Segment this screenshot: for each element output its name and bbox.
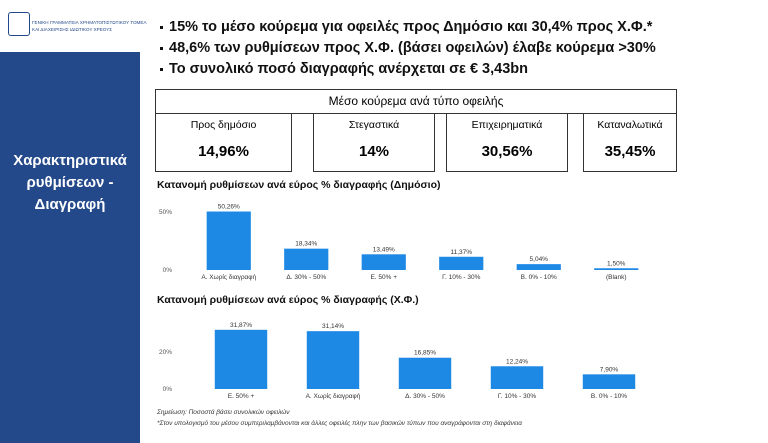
bar bbox=[439, 256, 484, 270]
card-name: Καταναλωτικά bbox=[597, 119, 663, 131]
value-label: 13,49% bbox=[373, 246, 395, 253]
x-tick-label: Β. 0% - 10% bbox=[521, 274, 557, 281]
bar bbox=[398, 357, 452, 389]
bullet: Το συνολικό ποσό διαγραφής ανέρχεται σε … bbox=[160, 61, 528, 77]
value-label: 31,14% bbox=[322, 323, 344, 330]
bar bbox=[594, 268, 639, 270]
side-title-line: Διαγραφή bbox=[34, 196, 106, 213]
side-title-line: ρυθμίσεων - bbox=[26, 174, 114, 191]
value-label: 7,90% bbox=[600, 366, 619, 373]
note: Σημείωση: Ποσοστά βάσει συνολικών οφειλώ… bbox=[157, 409, 290, 416]
note: *Στον υπολογισμό του μέσου συμπεριλαμβάν… bbox=[157, 420, 522, 427]
x-tick-label: Γ. 10% - 30% bbox=[442, 274, 480, 281]
side-title-line: Χαρακτηριστικά bbox=[13, 152, 127, 169]
card-name: Προς δημόσιο bbox=[190, 119, 257, 131]
logo-icon bbox=[8, 12, 30, 36]
card-value: 14% bbox=[358, 143, 390, 160]
logo: ΓΕΝΙΚΗ ΓΡΑΜΜΑΤΕΙΑ ΧΡΗΜΑΤΟΠΙΣΤΩΤΙΚΟΥ ΤΟΜΕ… bbox=[0, 0, 147, 52]
bullet: 48,6% των ρυθμίσεων προς Χ.Φ. (βάσει οφε… bbox=[160, 40, 656, 56]
bar bbox=[214, 329, 268, 389]
x-tick-label: Ε. 50% + bbox=[228, 393, 255, 400]
card-name: Επιχειρηματικά bbox=[471, 119, 543, 131]
value-label: 11,37% bbox=[450, 249, 472, 256]
value-label: 1,50% bbox=[607, 260, 626, 267]
value-label: 5,04% bbox=[530, 256, 549, 263]
x-tick-label: Α. Χωρίς διαγραφή bbox=[306, 392, 361, 400]
chart-title: Κατανομή ρυθμίσεων ανά εύρος % διαγραφής… bbox=[157, 294, 419, 306]
summary-card: Προς δημόσιο 14,96% bbox=[155, 113, 292, 172]
value-label: 16,85% bbox=[414, 350, 436, 357]
chart-title: Κατανομή ρυθμίσεων ανά εύρος % διαγραφής… bbox=[157, 179, 441, 191]
value-label: 31,87% bbox=[230, 322, 252, 329]
summary-card: Επιχειρηματικά 30,56% bbox=[446, 113, 568, 172]
bullet: 15% το μέσο κούρεμα για οφειλές προς Δημ… bbox=[160, 19, 652, 35]
x-tick-label: Β. 0% - 10% bbox=[591, 393, 627, 400]
x-tick-label: Γ. 10% - 30% bbox=[498, 393, 536, 400]
value-label: 12,24% bbox=[506, 358, 528, 365]
x-tick-label: Δ. 30% - 50% bbox=[286, 274, 326, 281]
y-tick-label: 20% bbox=[159, 349, 172, 356]
x-tick-label: Δ. 30% - 50% bbox=[405, 393, 445, 400]
x-tick-label: Ε. 50% + bbox=[370, 274, 397, 281]
value-label: 18,34% bbox=[295, 241, 317, 248]
bar bbox=[582, 374, 636, 389]
bar bbox=[284, 248, 329, 270]
summary-card: Καταναλωτικά 35,45% bbox=[583, 113, 677, 172]
bar bbox=[361, 254, 406, 270]
logo-text: ΚΑΙ ΔΙΑΧΕΙΡΙΣΗΣ ΙΔΙΩΤΙΚΟΥ ΧΡΕΟΥΣ bbox=[32, 27, 113, 32]
card-value: 30,56% bbox=[481, 143, 533, 160]
x-tick-label: (Blank) bbox=[606, 274, 627, 281]
summary-title: Μέσο κούρεμα ανά τύπο οφειλής bbox=[155, 89, 677, 114]
card-name: Στεγαστικά bbox=[348, 119, 400, 131]
side-panel bbox=[0, 0, 140, 443]
card-value: 14,96% bbox=[198, 143, 249, 160]
bar bbox=[516, 264, 561, 270]
bar bbox=[206, 211, 251, 270]
y-tick-label: 0% bbox=[163, 267, 173, 274]
side-title: Χαρακτηριστικά ρυθμίσεων - Διαγραφή bbox=[0, 150, 140, 216]
x-tick-label: Α. Χωρίς διαγραφή bbox=[201, 273, 256, 281]
bar bbox=[306, 331, 360, 389]
logo-text: ΓΕΝΙΚΗ ΓΡΑΜΜΑΤΕΙΑ ΧΡΗΜΑΤΟΠΙΣΤΩΤΙΚΟΥ ΤΟΜΕ… bbox=[32, 20, 147, 25]
y-tick-label: 50% bbox=[159, 209, 172, 216]
value-label: 50,26% bbox=[218, 204, 240, 211]
summary-card: Στεγαστικά 14% bbox=[313, 113, 435, 172]
bar bbox=[490, 366, 544, 389]
y-tick-label: 0% bbox=[163, 386, 173, 393]
card-value: 35,45% bbox=[604, 143, 656, 160]
